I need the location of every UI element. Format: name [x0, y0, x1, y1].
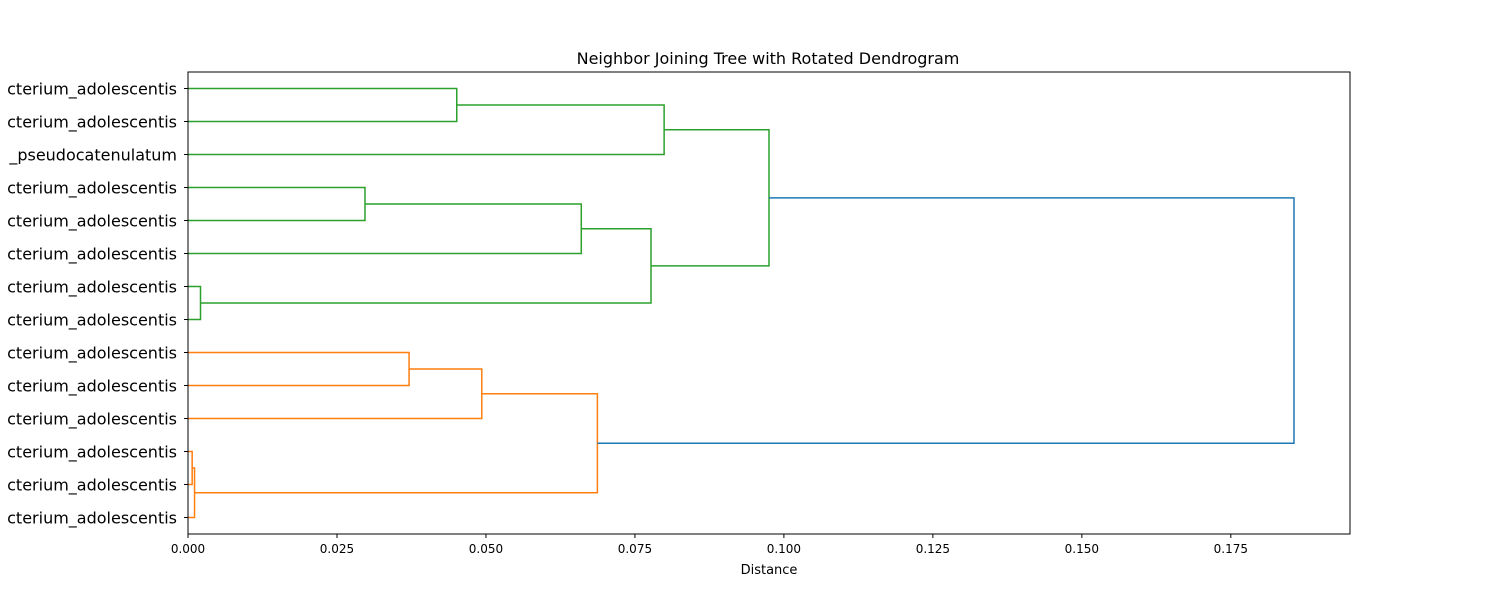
dendrogram-link-n9: [188, 368, 483, 420]
dendrogram-link-n13: [597, 197, 1295, 444]
plot-area: [188, 87, 1295, 519]
dendrogram-link-n1: [188, 87, 458, 123]
chart-title: Neighbor Joining Tree with Rotated Dendr…: [577, 49, 960, 68]
leaf-label: cterium_adolescentis: [7, 179, 177, 199]
leaf-label: cterium_adolescentis: [7, 509, 177, 529]
dendrogram-link-n3: [188, 186, 366, 222]
leaf-label: cterium_adolescentis: [7, 278, 177, 298]
x-tick-label: 0.175: [1214, 542, 1248, 556]
dendrogram-link-n10: [188, 450, 193, 486]
leaf-label: _pseudocatenulatum: [8, 146, 177, 166]
x-tick-label: 0.100: [767, 542, 801, 556]
dendrogram-link-n8: [188, 351, 410, 387]
leaf-label: cterium_adolescentis: [7, 245, 177, 265]
dendrogram-links: [188, 87, 1295, 519]
leaf-label: cterium_adolescentis: [7, 476, 177, 496]
x-tick-label: 0.050: [469, 542, 503, 556]
dendrogram-link-n12: [194, 393, 599, 494]
leaf-label: cterium_adolescentis: [7, 344, 177, 364]
x-tick-label: 0.125: [916, 542, 950, 556]
x-tick-label: 0.150: [1065, 542, 1099, 556]
dendrogram-link-n5: [188, 285, 202, 321]
leaf-label: cterium_adolescentis: [7, 410, 177, 430]
dendrogram-link-n11: [188, 467, 196, 519]
dendrogram-link-n2: [188, 104, 665, 156]
leaf-labels: cterium_adolescentis cterium_adolescentis…: [7, 80, 188, 529]
leaf-label: cterium_adolescentis: [7, 443, 177, 463]
leaf-label: cterium_adolescentis: [7, 377, 177, 397]
x-axis-label: Distance: [741, 563, 798, 578]
leaf-label: cterium_adolescentis: [7, 113, 177, 133]
leaf-label: cterium_adolescentis: [7, 212, 177, 232]
x-tick-label: 0.075: [618, 542, 652, 556]
x-axis-ticks: 0.000 0.025 0.050 0.075 0.100 0.125 0.150 0.175: [171, 534, 1248, 556]
plot-frame: [187, 71, 1351, 535]
dendrogram-link-n7: [651, 129, 770, 267]
leaf-label: cterium_adolescentis: [7, 311, 177, 331]
leaf-label: cterium_adolescentis: [7, 80, 177, 100]
x-tick-label: 0.025: [320, 542, 354, 556]
dendrogram-link-n6: [200, 228, 652, 304]
x-tick-label: 0.000: [171, 542, 205, 556]
dendrogram-link-n4: [188, 203, 583, 255]
